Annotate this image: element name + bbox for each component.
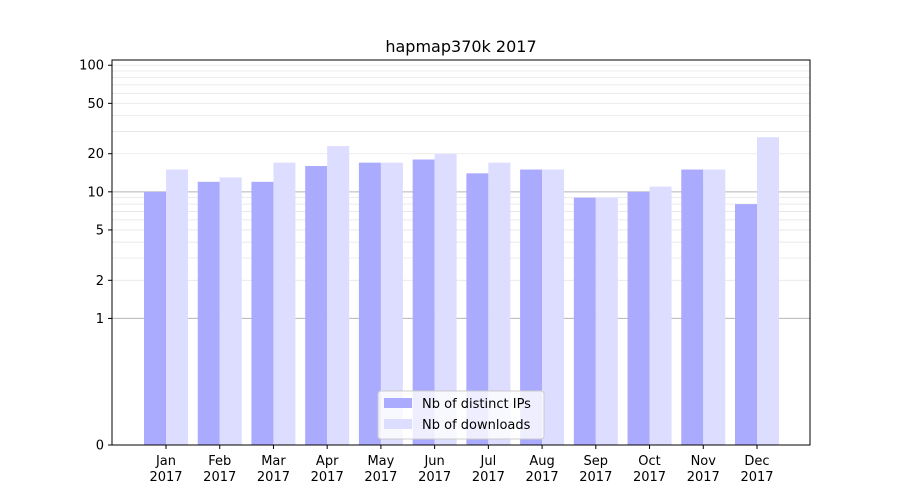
bar-distinct-ips xyxy=(520,169,543,445)
x-tick-label: Jun 2017 xyxy=(418,454,451,485)
axes: 0 1 2 5 10 20 50 100 Jan 2017 Feb 2017 Mar 2017 Apr 201… xyxy=(79,59,811,485)
bar-downloads xyxy=(327,146,350,445)
x-tick-label: May 2017 xyxy=(364,454,397,485)
x-tick-label: Jan 2017 xyxy=(149,454,182,485)
x-tick-label: Sep 2017 xyxy=(579,454,612,485)
bar-distinct-ips xyxy=(573,197,596,445)
x-tick-label: Oct 2017 xyxy=(633,454,666,485)
legend-box xyxy=(377,390,545,440)
bar-downloads xyxy=(595,197,618,445)
x-tick-label: Feb 2017 xyxy=(203,454,236,485)
bar-downloads xyxy=(703,169,726,445)
bar-distinct-ips xyxy=(251,181,274,445)
bar-downloads xyxy=(434,153,457,446)
bar-distinct-ips xyxy=(681,169,704,445)
legend-label: Nb of distinct IPs xyxy=(422,397,531,412)
plot-frame xyxy=(111,59,811,446)
bar-distinct-ips xyxy=(412,159,435,445)
x-tick-label: Apr 2017 xyxy=(311,454,344,485)
y-tick-label: 2 xyxy=(96,274,104,289)
x-tick-label: Aug 2017 xyxy=(526,454,559,485)
x-tick-label: Nov 2017 xyxy=(687,454,720,485)
legend-swatch xyxy=(384,398,412,408)
bar-downloads xyxy=(380,162,403,445)
x-tick-label: Mar 2017 xyxy=(257,454,290,485)
bar-downloads xyxy=(757,137,779,446)
y-tick-label: 50 xyxy=(87,97,104,112)
bar-distinct-ips xyxy=(735,204,757,445)
bar-downloads xyxy=(166,169,188,445)
bar-distinct-ips xyxy=(144,191,166,445)
y-tick-label: 20 xyxy=(87,147,104,162)
legend-label: Nb of downloads xyxy=(422,418,531,433)
bar-distinct-ips xyxy=(358,162,381,445)
bars xyxy=(144,137,779,446)
legend: Nb of distinct IPs Nb of downloads xyxy=(377,390,545,440)
bar-downloads xyxy=(649,186,672,446)
x-tick-label: Jul 2017 xyxy=(472,454,505,485)
y-tick-label: 100 xyxy=(79,59,104,74)
bar-downloads xyxy=(488,162,511,445)
bar-downloads xyxy=(542,169,565,445)
bar-distinct-ips xyxy=(305,165,328,446)
bar-distinct-ips xyxy=(197,181,220,445)
y-tick-label: 10 xyxy=(87,185,104,200)
chart-title: hapmap370k 2017 xyxy=(385,37,536,56)
y-tick-label: 0 xyxy=(96,439,104,454)
y-tick-label: 1 xyxy=(96,312,104,327)
legend-swatch xyxy=(384,419,412,429)
y-tick-label: 5 xyxy=(96,223,104,238)
bar-downloads xyxy=(273,162,296,445)
bar-distinct-ips xyxy=(627,191,650,445)
bar-distinct-ips xyxy=(466,173,489,445)
x-tick-label: Dec 2017 xyxy=(740,454,773,485)
bar-downloads xyxy=(219,177,242,446)
